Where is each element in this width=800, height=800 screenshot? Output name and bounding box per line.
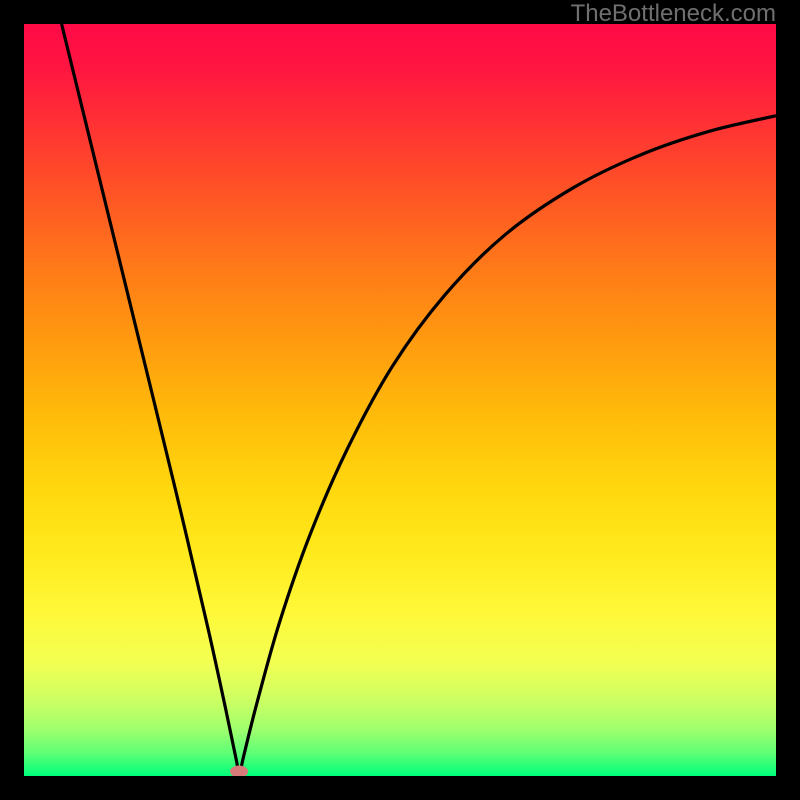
watermark-text: TheBottleneck.com: [571, 0, 776, 28]
chart-container: TheBottleneck.com: [0, 0, 800, 800]
gradient-background: [24, 24, 776, 776]
plot-svg: [24, 24, 776, 776]
plot-area: [24, 24, 776, 776]
